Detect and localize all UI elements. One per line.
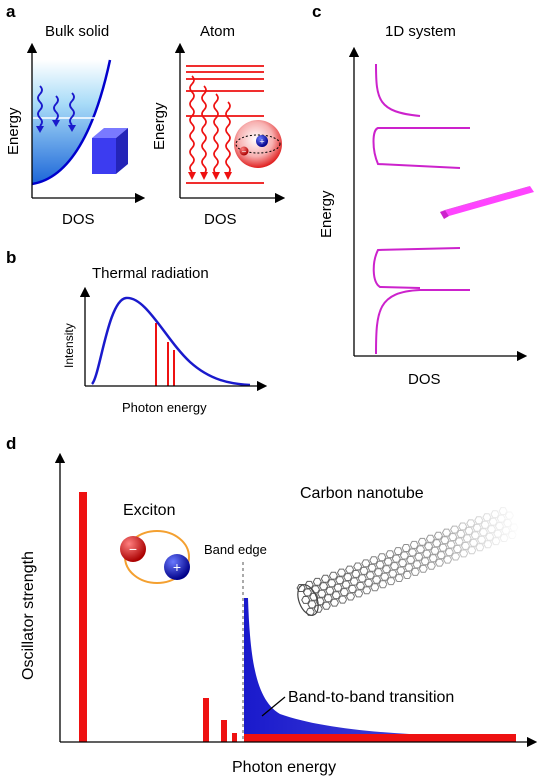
panel-a-bulk: a Bulk solid Energy DOS bbox=[5, 2, 146, 228]
transition-pointer bbox=[261, 696, 286, 717]
atom-xlabel: DOS bbox=[204, 211, 237, 228]
exciton-peak-4 bbox=[232, 733, 237, 742]
1d-xlabel: DOS bbox=[408, 371, 441, 388]
thermal-xlabel: Photon energy bbox=[122, 400, 207, 415]
d-ylabel: Oscillator strength bbox=[20, 551, 37, 680]
exciton-peak-3 bbox=[221, 720, 227, 742]
exciton-peaks bbox=[79, 492, 237, 742]
panel-letter-a: a bbox=[6, 2, 16, 21]
d-xlabel: Photon energy bbox=[232, 759, 336, 776]
atom-energy-levels bbox=[186, 65, 264, 184]
band-to-band-continuum bbox=[244, 598, 514, 742]
bulk-title: Bulk solid bbox=[45, 23, 109, 40]
electron-sign-small: − bbox=[242, 147, 247, 156]
panel-d-spectrum: d Oscillator strength Photon energy Band… bbox=[6, 434, 538, 776]
1d-title: 1D system bbox=[385, 23, 456, 40]
electron-sign: − bbox=[129, 541, 137, 557]
panel-a-atom: Atom Energy DOS + bbox=[151, 23, 286, 228]
panel-letter-b: b bbox=[6, 248, 16, 267]
bulk-cube-icon bbox=[92, 128, 128, 174]
exciton-label: Exciton bbox=[123, 502, 175, 519]
band-edge-label: Band edge bbox=[204, 542, 267, 557]
nanotube-rod-icon bbox=[440, 186, 534, 219]
exciton-icon: − + bbox=[120, 530, 190, 584]
nanotube-mesh bbox=[296, 507, 519, 616]
bulk-dos-curve bbox=[31, 59, 112, 186]
hole-sign: + bbox=[173, 559, 181, 575]
atom-ylabel: Energy bbox=[151, 102, 168, 150]
planck-curve bbox=[90, 296, 251, 387]
bulk-ylabel: Energy bbox=[5, 107, 22, 155]
atom-transition-arrows bbox=[189, 75, 231, 175]
bulk-arrow-heads bbox=[36, 120, 76, 133]
hole-icon bbox=[164, 554, 190, 580]
exciton-peak-2 bbox=[203, 698, 209, 742]
thermal-lines bbox=[155, 323, 175, 386]
transition-label: Band-to-band transition bbox=[288, 689, 454, 706]
electron-icon bbox=[120, 536, 146, 562]
atom-title: Atom bbox=[200, 23, 235, 40]
panel-letter-c: c bbox=[312, 2, 321, 21]
panel-b-thermal: b Thermal radiation Intensity Photon ene… bbox=[6, 248, 268, 415]
bulk-xlabel: DOS bbox=[62, 211, 95, 228]
panel-letter-d: d bbox=[6, 434, 16, 453]
nanotube-label: Carbon nanotube bbox=[300, 485, 424, 502]
nucleus-sign: + bbox=[259, 137, 264, 147]
exciton-peak-1 bbox=[79, 492, 87, 742]
carbon-nanotube-icon bbox=[296, 507, 519, 616]
continuum-red-base bbox=[244, 734, 516, 742]
panel-c-1d: c 1D system Energy DOS bbox=[312, 2, 534, 388]
van-hove-dos bbox=[372, 63, 470, 355]
thermal-title: Thermal radiation bbox=[92, 265, 209, 282]
thermal-ylabel: Intensity bbox=[62, 323, 76, 368]
atom-arrow-heads bbox=[188, 172, 232, 180]
1d-ylabel: Energy bbox=[318, 190, 335, 238]
atom-icon: + − bbox=[234, 120, 282, 168]
bulk-relaxation-arrows bbox=[37, 85, 75, 127]
